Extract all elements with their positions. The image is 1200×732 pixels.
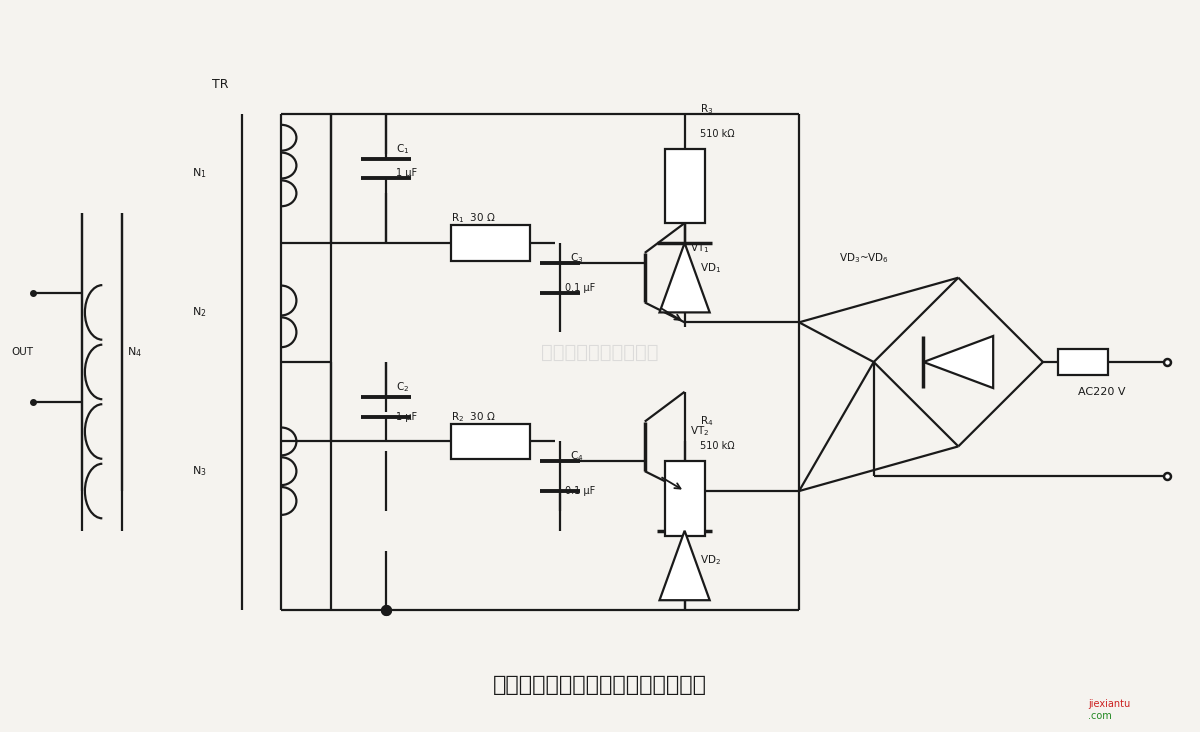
- Text: C$_1$: C$_1$: [396, 142, 409, 156]
- Polygon shape: [660, 243, 709, 313]
- Polygon shape: [660, 531, 709, 600]
- Text: 杭州将睿科技有限公司: 杭州将睿科技有限公司: [541, 343, 659, 362]
- Text: 1 μF: 1 μF: [396, 168, 418, 179]
- Text: VD$_3$~VD$_6$: VD$_3$~VD$_6$: [839, 251, 889, 265]
- Bar: [665, 149, 704, 223]
- Text: C$_4$: C$_4$: [570, 449, 583, 463]
- Text: R$_2$  30 Ω: R$_2$ 30 Ω: [451, 410, 496, 424]
- Text: N$_3$: N$_3$: [192, 464, 206, 478]
- Text: TR: TR: [212, 78, 228, 91]
- Text: N$_4$: N$_4$: [127, 346, 142, 359]
- Text: VT$_1$: VT$_1$: [690, 241, 709, 255]
- Text: 输出电压稳定的电子变压器电路原理: 输出电压稳定的电子变压器电路原理: [493, 675, 707, 695]
- Text: R$_1$  30 Ω: R$_1$ 30 Ω: [451, 212, 496, 225]
- Text: 0.1 μF: 0.1 μF: [565, 283, 595, 293]
- Bar: [451, 225, 530, 261]
- Text: 0.1 μF: 0.1 μF: [565, 486, 595, 496]
- Text: AC220 V: AC220 V: [1078, 386, 1126, 397]
- Bar: [451, 424, 530, 459]
- Text: 510 kΩ: 510 kΩ: [700, 441, 734, 452]
- Text: VT$_2$: VT$_2$: [690, 425, 709, 438]
- Text: 510 kΩ: 510 kΩ: [700, 129, 734, 139]
- Text: R$_4$: R$_4$: [700, 414, 713, 428]
- Bar: [665, 461, 704, 536]
- Text: N$_1$: N$_1$: [192, 167, 206, 180]
- Text: jiexiantu: jiexiantu: [1087, 699, 1130, 709]
- Text: OUT: OUT: [12, 347, 34, 357]
- Text: N$_2$: N$_2$: [192, 305, 206, 319]
- Text: C$_3$: C$_3$: [570, 251, 583, 265]
- Polygon shape: [924, 336, 994, 388]
- Text: 1 μF: 1 μF: [396, 411, 418, 422]
- Text: .com: .com: [1087, 712, 1111, 721]
- Bar: [1058, 349, 1108, 375]
- Text: R$_3$: R$_3$: [700, 102, 713, 116]
- Text: VD$_1$: VD$_1$: [700, 261, 721, 274]
- Text: VD$_2$: VD$_2$: [700, 553, 720, 567]
- Text: C$_2$: C$_2$: [396, 380, 409, 394]
